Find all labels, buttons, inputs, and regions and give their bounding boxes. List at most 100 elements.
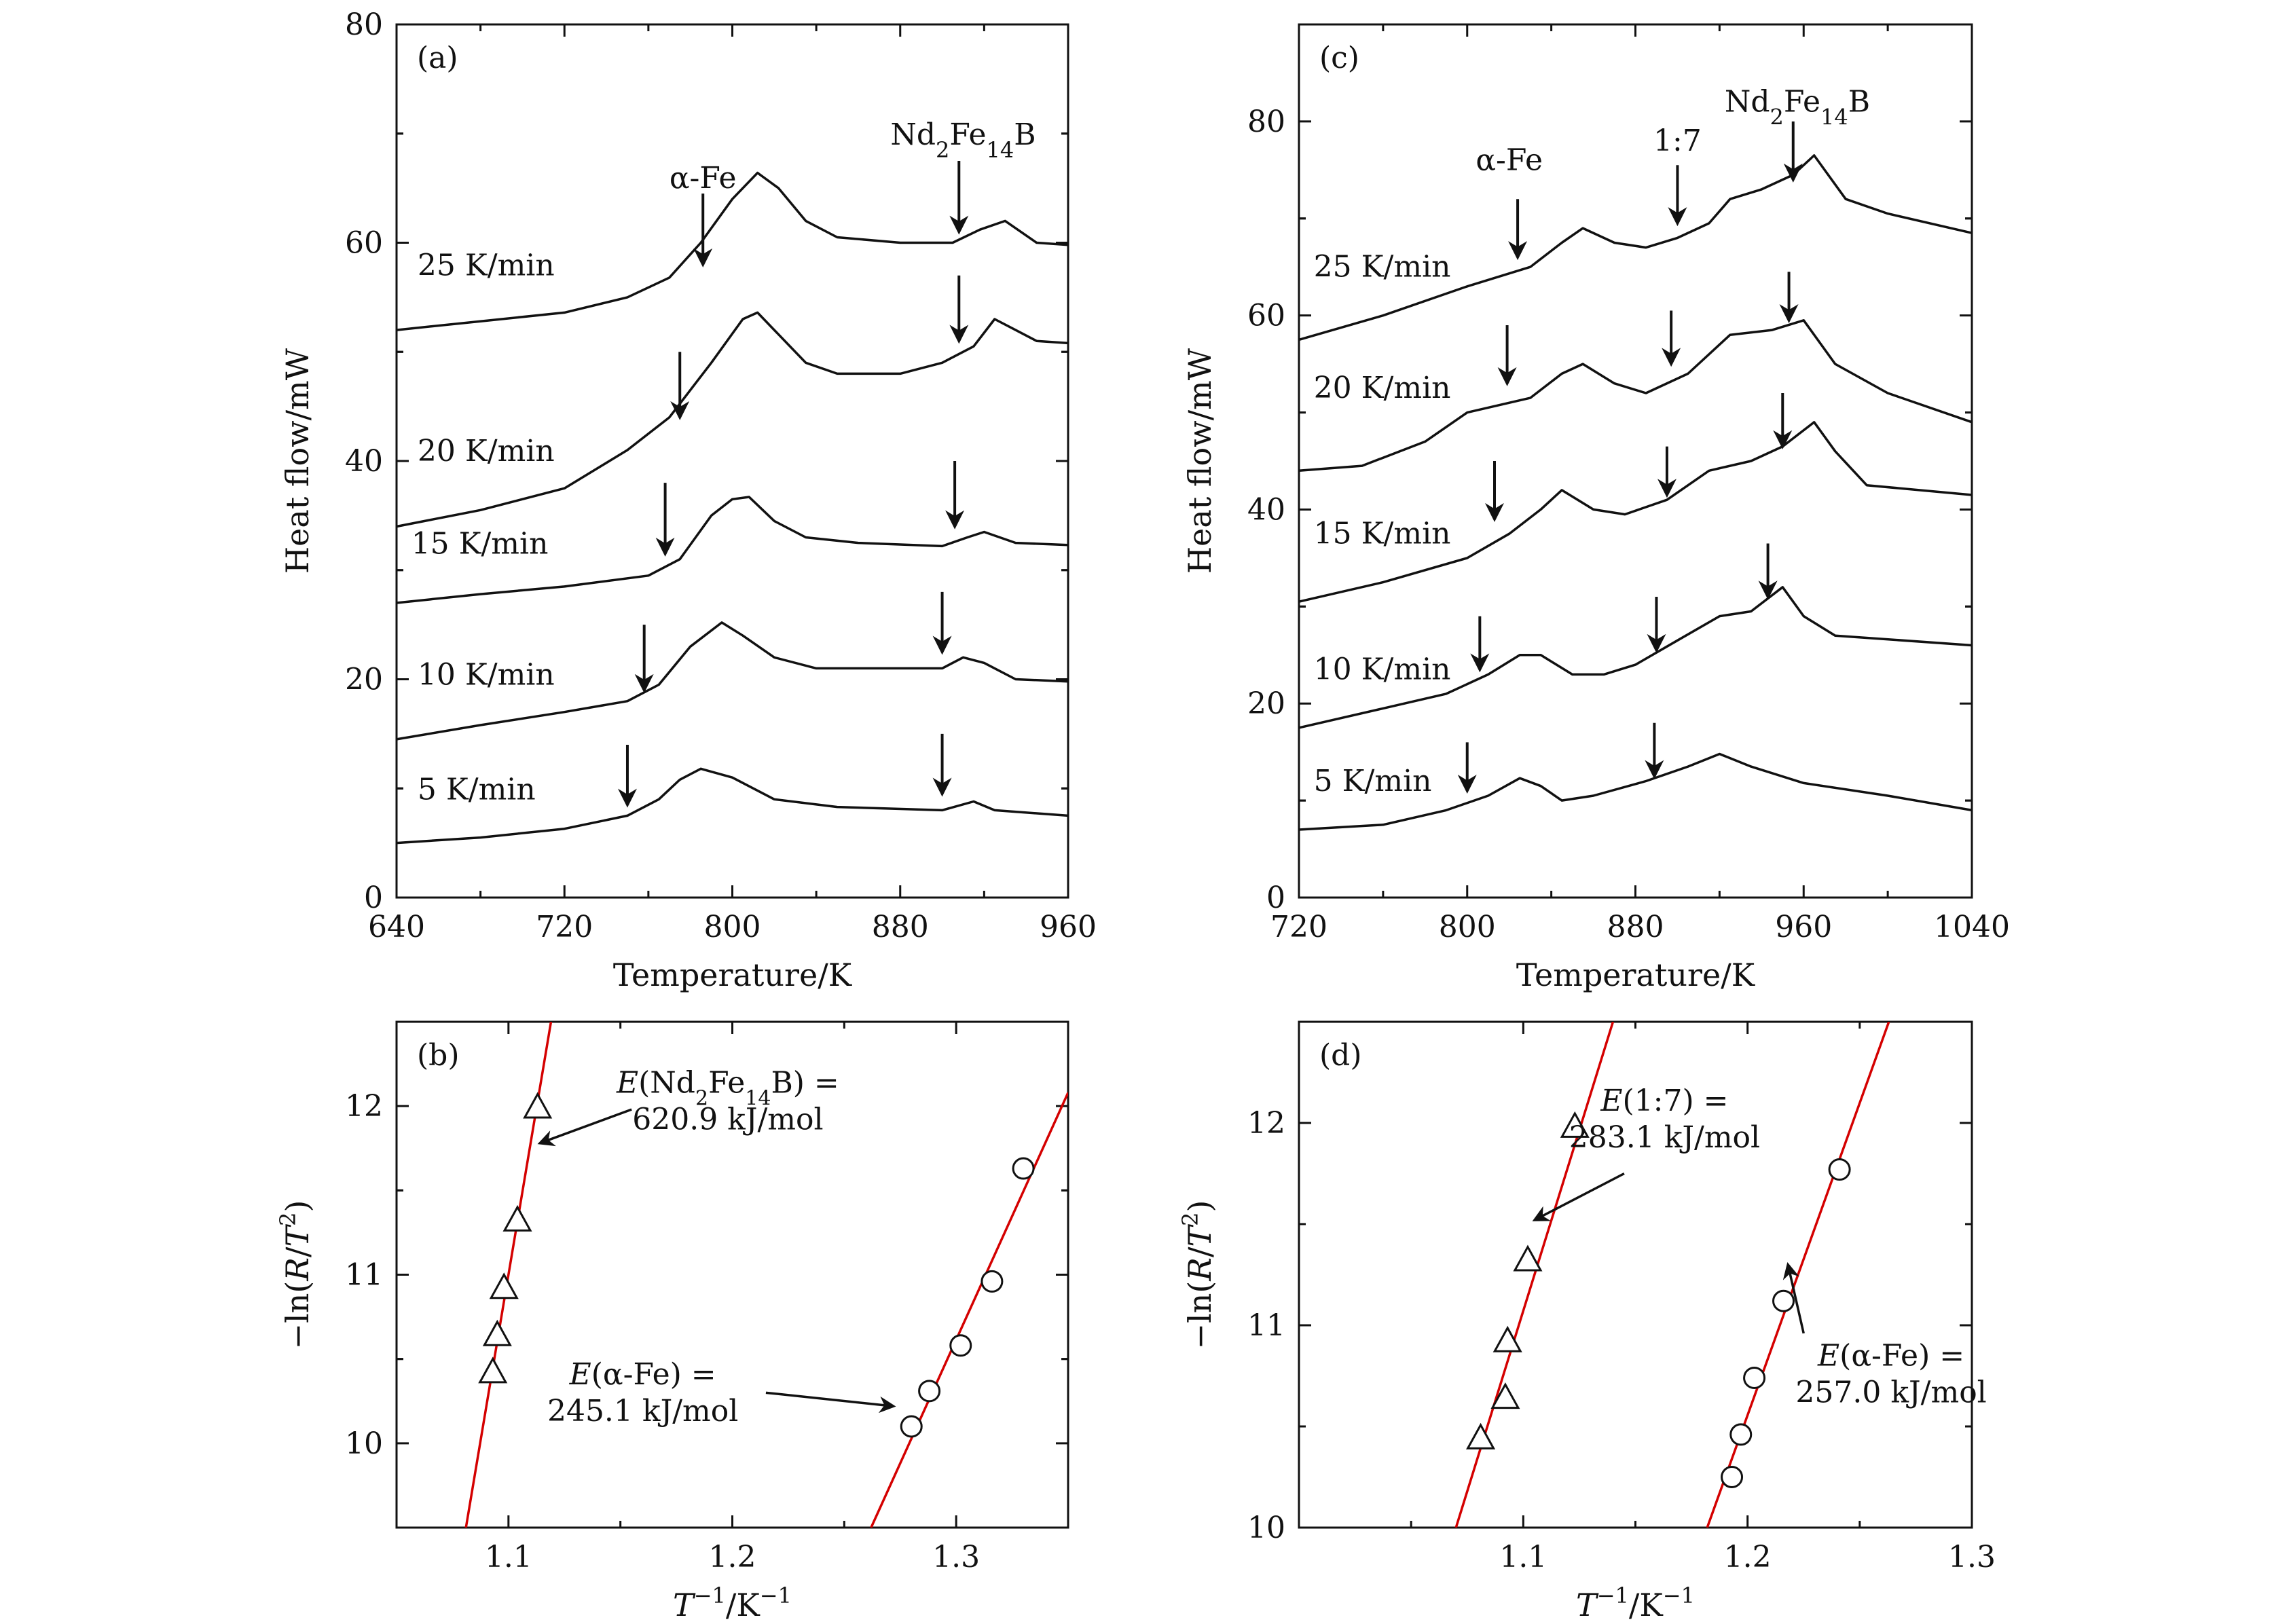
panel-b-kissinger-chart: 1.1 1.2 1.3 10 11 12 (b) T−1/K−1 −ln(R/T2) E(Nd2F… (275, 1020, 1069, 1623)
x-tick-label: 800 (704, 910, 761, 944)
x-tick-label: 880 (1607, 910, 1664, 944)
x-tick-label: 1.1 (485, 1540, 532, 1574)
series-label: 10 K/min (1314, 652, 1451, 687)
data-point-triangle (1560, 1111, 1590, 1138)
series-line (1298, 421, 1973, 603)
series-25-k-min: 25 K/min (396, 171, 1069, 331)
fit-line (870, 1092, 1068, 1528)
y-tick-label: 20 (1247, 686, 1285, 721)
panel-label: (b) (417, 1038, 460, 1073)
x-axis-label: T−1/K−1 (673, 1583, 792, 1623)
x-tick-label: 1.3 (1948, 1540, 1996, 1574)
data-point-triangle (523, 1092, 553, 1119)
x-axis-label: Temperature/K (613, 957, 853, 993)
series-15-k-min: 15 K/min (1298, 421, 1973, 603)
series-label: 15 K/min (411, 527, 549, 561)
data-point-triangle (502, 1204, 532, 1232)
series-line (396, 311, 1069, 528)
data-point-triangle (489, 1272, 519, 1299)
y-tick-label: 10 (345, 1426, 383, 1461)
series-label: 25 K/min (1314, 250, 1451, 284)
y-tick-label: 80 (345, 7, 383, 42)
series-10-k-min: 10 K/min (396, 621, 1069, 741)
data-point-circle (1721, 1466, 1744, 1488)
series-label: 20 K/min (418, 434, 555, 468)
annotation-title: E(α-Fe) = (1817, 1339, 1964, 1373)
annotation-arrow (1782, 1262, 1805, 1334)
data-point-triangle (1492, 1325, 1522, 1352)
series-line (1298, 154, 1973, 342)
y-tick-label: 10 (1247, 1511, 1285, 1545)
y-tick-label: 12 (1247, 1106, 1285, 1141)
series-line (1298, 586, 1973, 729)
y-tick-label: 40 (1247, 492, 1285, 527)
y-tick-label: 20 (345, 663, 383, 697)
series-10-k-min: 10 K/min (1298, 586, 1973, 729)
phase-label-alpha: α-Fe (670, 161, 737, 196)
x-tick-label: 1.2 (1724, 1540, 1772, 1574)
data-point-triangle (482, 1319, 512, 1346)
series-20-k-min: 20 K/min (1298, 319, 1973, 473)
series-line (1298, 319, 1973, 473)
y-axis-label: −ln(R/T2) (1177, 1200, 1218, 1350)
phase-label-nd: Nd2Fe14B (890, 117, 1036, 163)
annotation-title: E(α-Fe) = (569, 1357, 716, 1392)
data-point-circle (918, 1380, 941, 1403)
panel-c-dsc-chart: 720 800 880 960 1040 0 20 40 60 80 (c) Temperature/… (1181, 23, 2010, 993)
y-tick-label: 0 (1266, 881, 1285, 915)
y-tick-label: 0 (364, 881, 383, 915)
x-tick-label: 960 (1775, 910, 1832, 944)
data-point-circle (949, 1334, 972, 1357)
y-tick-label: 60 (1247, 299, 1285, 333)
series-label: 5 K/min (418, 772, 536, 807)
series-25-k-min: 25 K/min (1298, 154, 1973, 342)
annotation-arrow (537, 1108, 632, 1147)
x-tick-label: 1.1 (1499, 1540, 1547, 1574)
y-tick-label: 11 (1247, 1308, 1285, 1343)
series-line (396, 767, 1069, 845)
panel-label: (c) (1319, 41, 1359, 75)
phase-label-nd: Nd2Fe14B (1725, 85, 1870, 130)
x-axis-label: Temperature/K (1516, 957, 1756, 993)
data-point-circle (1772, 1289, 1795, 1312)
series-alpha-fe (870, 1092, 1068, 1528)
annotation-arrow (765, 1391, 896, 1414)
series-20-k-min: 20 K/min (396, 311, 1069, 528)
series-1-7 (1454, 1022, 1615, 1528)
annotation-value: 257.0 kJ/mol (1795, 1376, 1986, 1410)
data-point-circle (1828, 1158, 1851, 1181)
y-axis-label: −ln(R/T2) (275, 1200, 316, 1350)
data-point-circle (1729, 1423, 1753, 1446)
annotation-d2: E(α-Fe) =257.0 kJ/mol (1782, 1262, 1987, 1410)
series-label: 5 K/min (1314, 764, 1432, 798)
phase-label-17: 1:7 (1653, 124, 1702, 158)
data-point-circle (1743, 1366, 1766, 1389)
x-tick-label: 1040 (1934, 910, 2010, 944)
data-point-triangle (478, 1357, 508, 1384)
data-point-triangle (1490, 1382, 1520, 1409)
fit-line (1454, 1022, 1615, 1528)
annotation-value: 245.1 kJ/mol (547, 1394, 738, 1428)
x-tick-label: 720 (1270, 910, 1327, 944)
fit-line (1706, 1022, 1890, 1528)
y-axis-label: Heat flow/mW (279, 348, 316, 574)
phase-label-alpha: α-Fe (1476, 143, 1543, 177)
x-axis-label: T−1/K−1 (1576, 1583, 1695, 1623)
data-point-triangle (1513, 1244, 1543, 1272)
series-label: 15 K/min (1314, 516, 1451, 551)
series-label: 20 K/min (1314, 371, 1451, 405)
series-alpha-fe (1706, 1022, 1890, 1528)
panel-d-kissinger-chart: 1.1 1.2 1.3 10 11 12 (d) T−1/K−1 −ln(R/T2) E(1:7)… (1177, 1020, 1996, 1623)
panel-a-dsc-chart: 640 720 800 880 960 0 20 40 60 80 (a) Temperature/K… (279, 7, 1097, 993)
annotation-arrow (1532, 1172, 1625, 1221)
annotation-value: 283.1 kJ/mol (1569, 1120, 1760, 1155)
x-tick-label: 1.3 (932, 1540, 980, 1574)
y-tick-label: 12 (345, 1089, 383, 1124)
y-axis-label: Heat flow/mW (1181, 348, 1218, 574)
series-line (396, 171, 1069, 331)
data-point-circle (981, 1270, 1004, 1293)
y-tick-label: 11 (345, 1258, 383, 1293)
x-tick-label: 880 (872, 910, 929, 944)
series-5-k-min: 5 K/min (1298, 752, 1973, 831)
